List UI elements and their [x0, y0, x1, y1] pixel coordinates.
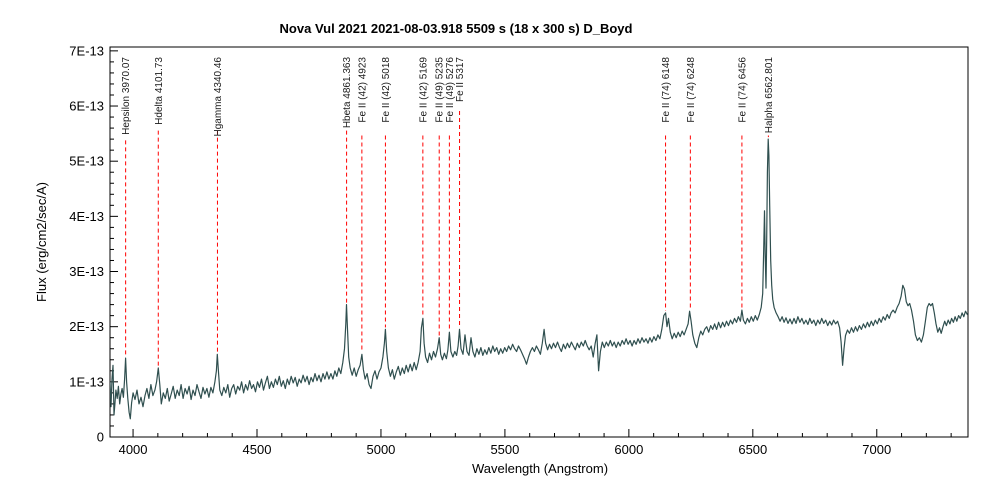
line-marker-label: Hgamma 4340.46 — [213, 57, 224, 137]
y-tick-label: 0 — [97, 430, 104, 445]
line-marker-label: Fe II (42) 4923 — [357, 57, 368, 123]
y-tick-label: 3E-13 — [69, 264, 104, 279]
line-marker-label: Fe II (74) 6248 — [686, 57, 697, 123]
spectrum-series — [110, 138, 968, 420]
x-tick-label: 6000 — [614, 442, 643, 457]
y-tick-label: 2E-13 — [69, 319, 104, 334]
line-marker-label: Hdelta 4101.73 — [154, 57, 165, 125]
line-marker-label: Fe II 5317 — [455, 57, 466, 102]
line-marker-label: Hepsilon 3970.07 — [121, 57, 132, 135]
line-marker-label: Fe II (42) 5018 — [381, 57, 392, 123]
line-marker-label: Hbeta 4861.363 — [342, 57, 353, 129]
line-marker-label: Fe II (74) 6148 — [661, 57, 672, 123]
line-marker-label: Fe II (74) 6456 — [737, 57, 748, 123]
x-tick-label: 4500 — [243, 442, 272, 457]
line-marker-label: Fe II (49) 5235 — [435, 57, 446, 123]
y-tick-label: 5E-13 — [69, 154, 104, 169]
x-tick-label: 4000 — [119, 442, 148, 457]
x-tick-label: 7000 — [862, 442, 891, 457]
axis-ticks — [110, 50, 952, 438]
x-tick-label: 6500 — [738, 442, 767, 457]
x-tick-label: 5500 — [490, 442, 519, 457]
y-tick-label: 1E-13 — [69, 374, 104, 389]
x-tick-labels: 4000 4500 5000 5500 6000 6500 7000 — [119, 442, 892, 457]
x-axis-title: Wavelength (Angstrom) — [472, 461, 608, 476]
spectral-line-labels: Hepsilon 3970.07 Hdelta 4101.73 Hgamma 434… — [121, 57, 775, 137]
y-tick-label: 4E-13 — [69, 209, 104, 224]
y-tick-label: 6E-13 — [69, 99, 104, 114]
y-tick-labels: 0 1E-13 2E-13 3E-13 4E-13 5E-13 6E-13 7E-13 — [69, 43, 104, 444]
line-marker-label: Fe II (49) 5276 — [445, 57, 456, 123]
x-tick-label: 5000 — [366, 442, 395, 457]
plot-frame — [109, 46, 969, 438]
line-marker-label: Fe II (42) 5169 — [418, 57, 429, 123]
y-axis-title: Flux (erg/cm2/sec/A) — [34, 182, 49, 302]
chart-title: Nova Vul 2021 2021-08-03.918 5509 s (18 … — [280, 21, 633, 36]
spectral-line-markers — [125, 111, 769, 367]
y-tick-label: 7E-13 — [69, 43, 104, 58]
line-marker-label: Halpha 6562.801 — [764, 57, 775, 134]
spectrum-polyline — [110, 138, 968, 420]
